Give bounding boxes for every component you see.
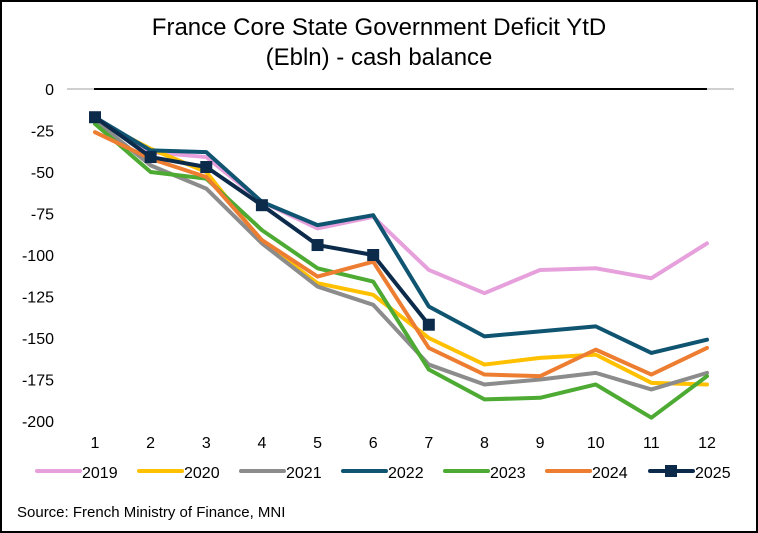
series-lines (89, 111, 709, 420)
x-tick-label: 7 (424, 435, 433, 452)
y-tick-label: -100 (22, 248, 54, 265)
series-line-2020 (93, 118, 709, 387)
legend-label: 2024 (592, 465, 628, 482)
series-line-2022 (93, 115, 709, 355)
y-tick-label: 0 (45, 82, 54, 99)
legend: 2019 2020 2021 2022 2023 2024 2025 (35, 465, 731, 482)
y-tick-label: -25 (31, 124, 54, 141)
source-note: Source: French Ministry of Finance, MNI (17, 504, 286, 521)
x-tick-label: 2 (146, 435, 155, 452)
x-tick-label: 5 (313, 435, 322, 452)
y-tick-label: -200 (22, 414, 54, 431)
data-point-2025 (255, 199, 268, 212)
legend-label: 2022 (388, 465, 424, 482)
x-tick-label: 1 (91, 435, 100, 452)
series-line-2019 (93, 116, 709, 296)
chart-title: France Core State Government Deficit YtD (151, 14, 607, 41)
y-axis: 0 -25 -50 -75 -100 -125 -150 -175 -200 (22, 82, 54, 431)
x-tick-label: 8 (480, 435, 489, 452)
y-tick-label: -50 (31, 165, 54, 182)
series-line-2023 (93, 121, 709, 420)
x-tick-label: 12 (698, 435, 716, 452)
data-point-2025 (89, 111, 101, 124)
y-tick-label: -125 (22, 290, 54, 307)
x-tick-label: 3 (202, 435, 211, 452)
y-tick-label: -150 (22, 331, 54, 348)
series-line-2021 (93, 118, 709, 392)
x-axis: 1 2 3 4 5 6 7 8 9 10 11 12 (91, 435, 716, 452)
legend-marker-2025 (665, 465, 677, 477)
x-tick-label: 4 (257, 435, 266, 452)
data-point-2025 (144, 151, 157, 164)
legend-label: 2021 (286, 465, 322, 482)
y-tick-label: -75 (31, 207, 54, 224)
x-tick-label: 10 (587, 435, 605, 452)
legend-label: 2023 (490, 465, 526, 482)
legend-label: 2020 (184, 465, 220, 482)
legend-label: 2019 (82, 465, 118, 482)
series-line-2024 (93, 130, 709, 379)
data-point-2025 (311, 239, 324, 252)
y-tick-label: -175 (22, 373, 54, 390)
data-point-2025 (200, 161, 213, 174)
data-point-2025 (422, 318, 435, 331)
x-tick-label: 11 (643, 435, 660, 452)
legend-label: 2025 (695, 465, 731, 482)
x-tick-label: 6 (369, 435, 378, 452)
data-point-2025 (367, 249, 380, 261)
chart-subtitle: (Ebln) - cash balance (265, 44, 493, 71)
x-tick-label: 9 (536, 435, 545, 452)
